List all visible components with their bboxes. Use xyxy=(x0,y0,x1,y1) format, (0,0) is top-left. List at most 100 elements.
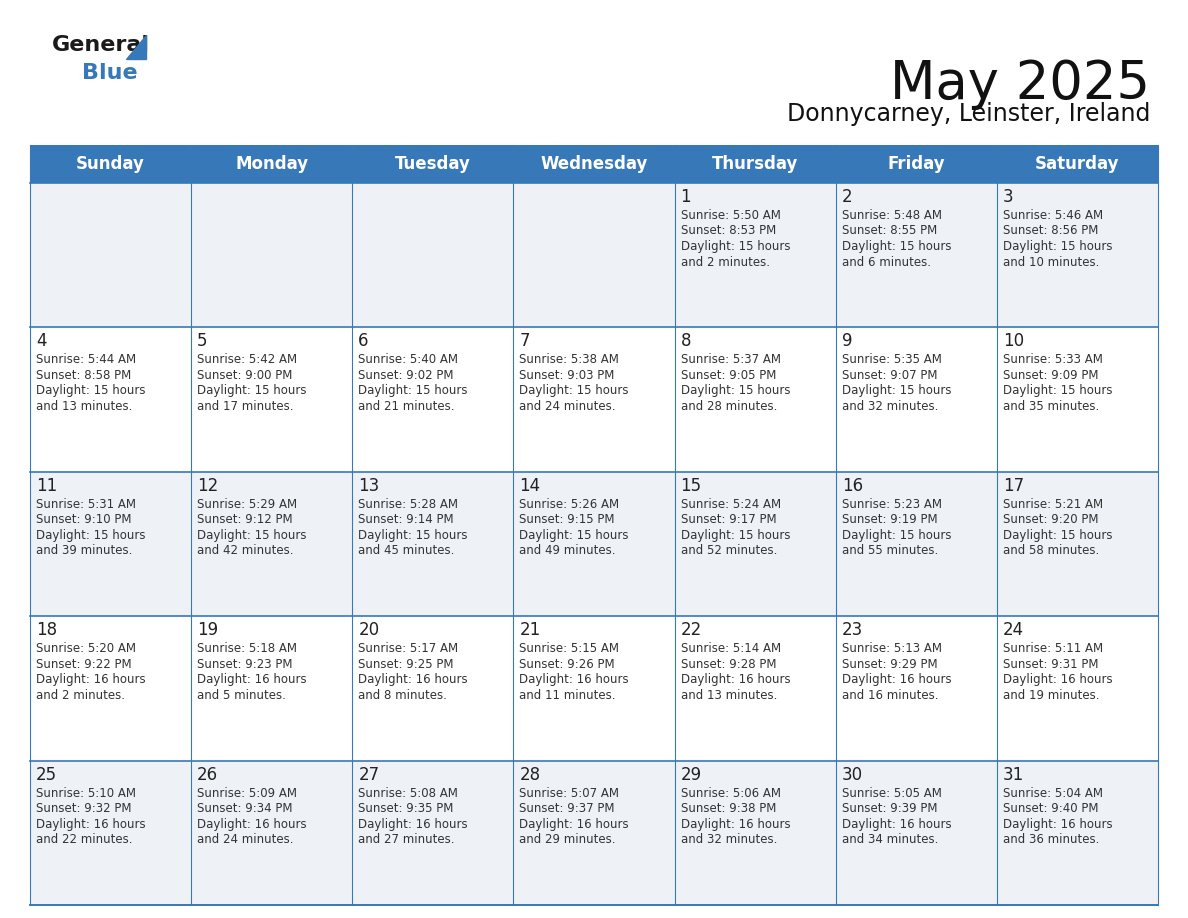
Text: Sunrise: 5:24 AM: Sunrise: 5:24 AM xyxy=(681,498,781,510)
Text: 19: 19 xyxy=(197,621,219,639)
Text: Sunset: 9:15 PM: Sunset: 9:15 PM xyxy=(519,513,615,526)
Text: Sunset: 9:37 PM: Sunset: 9:37 PM xyxy=(519,802,615,815)
Text: Sunset: 9:23 PM: Sunset: 9:23 PM xyxy=(197,657,292,671)
Text: 30: 30 xyxy=(842,766,862,784)
Text: Daylight: 16 hours: Daylight: 16 hours xyxy=(36,818,146,831)
Text: 9: 9 xyxy=(842,332,852,351)
Text: 12: 12 xyxy=(197,476,219,495)
Text: and 5 minutes.: and 5 minutes. xyxy=(197,688,286,701)
Text: Sunset: 9:17 PM: Sunset: 9:17 PM xyxy=(681,513,776,526)
Text: 11: 11 xyxy=(36,476,57,495)
Text: and 32 minutes.: and 32 minutes. xyxy=(681,834,777,846)
Text: Sunset: 8:55 PM: Sunset: 8:55 PM xyxy=(842,225,937,238)
Text: Sunrise: 5:42 AM: Sunrise: 5:42 AM xyxy=(197,353,297,366)
Bar xyxy=(30,145,1158,183)
Text: Friday: Friday xyxy=(887,155,946,173)
Text: Daylight: 15 hours: Daylight: 15 hours xyxy=(681,529,790,542)
Text: Sunrise: 5:28 AM: Sunrise: 5:28 AM xyxy=(359,498,459,510)
Text: Sunrise: 5:04 AM: Sunrise: 5:04 AM xyxy=(1003,787,1102,800)
Text: and 22 minutes.: and 22 minutes. xyxy=(36,834,133,846)
Text: Sunrise: 5:46 AM: Sunrise: 5:46 AM xyxy=(1003,209,1102,222)
Text: Sunset: 8:53 PM: Sunset: 8:53 PM xyxy=(681,225,776,238)
Text: Sunset: 9:12 PM: Sunset: 9:12 PM xyxy=(197,513,292,526)
Text: and 10 minutes.: and 10 minutes. xyxy=(1003,255,1099,268)
Text: Daylight: 15 hours: Daylight: 15 hours xyxy=(197,385,307,397)
Text: and 36 minutes.: and 36 minutes. xyxy=(1003,834,1099,846)
Text: Daylight: 15 hours: Daylight: 15 hours xyxy=(842,385,952,397)
Text: Sunrise: 5:38 AM: Sunrise: 5:38 AM xyxy=(519,353,619,366)
Text: 6: 6 xyxy=(359,332,368,351)
Text: Blue: Blue xyxy=(82,63,138,83)
Text: Daylight: 16 hours: Daylight: 16 hours xyxy=(1003,818,1112,831)
Text: General: General xyxy=(52,35,150,55)
Text: Daylight: 15 hours: Daylight: 15 hours xyxy=(842,529,952,542)
Text: 2: 2 xyxy=(842,188,852,206)
Text: Daylight: 15 hours: Daylight: 15 hours xyxy=(197,529,307,542)
Text: and 24 minutes.: and 24 minutes. xyxy=(197,834,293,846)
Text: and 19 minutes.: and 19 minutes. xyxy=(1003,688,1099,701)
Text: Sunset: 9:31 PM: Sunset: 9:31 PM xyxy=(1003,657,1099,671)
Text: Sunset: 9:19 PM: Sunset: 9:19 PM xyxy=(842,513,937,526)
Text: and 6 minutes.: and 6 minutes. xyxy=(842,255,930,268)
Text: Sunset: 9:32 PM: Sunset: 9:32 PM xyxy=(36,802,132,815)
Text: Sunset: 8:58 PM: Sunset: 8:58 PM xyxy=(36,369,131,382)
Text: Daylight: 16 hours: Daylight: 16 hours xyxy=(519,818,630,831)
Text: Sunset: 9:07 PM: Sunset: 9:07 PM xyxy=(842,369,937,382)
Text: Thursday: Thursday xyxy=(712,155,798,173)
Text: Daylight: 16 hours: Daylight: 16 hours xyxy=(519,673,630,686)
Text: Daylight: 15 hours: Daylight: 15 hours xyxy=(1003,529,1112,542)
Text: and 45 minutes.: and 45 minutes. xyxy=(359,544,455,557)
Text: Sunset: 9:02 PM: Sunset: 9:02 PM xyxy=(359,369,454,382)
Text: Sunrise: 5:40 AM: Sunrise: 5:40 AM xyxy=(359,353,459,366)
Text: 27: 27 xyxy=(359,766,379,784)
Text: Sunset: 9:38 PM: Sunset: 9:38 PM xyxy=(681,802,776,815)
Text: Daylight: 15 hours: Daylight: 15 hours xyxy=(681,240,790,253)
Text: Sunset: 9:09 PM: Sunset: 9:09 PM xyxy=(1003,369,1099,382)
Text: Sunrise: 5:35 AM: Sunrise: 5:35 AM xyxy=(842,353,942,366)
Text: and 29 minutes.: and 29 minutes. xyxy=(519,834,615,846)
Text: 20: 20 xyxy=(359,621,379,639)
Text: Daylight: 16 hours: Daylight: 16 hours xyxy=(681,673,790,686)
Text: Daylight: 16 hours: Daylight: 16 hours xyxy=(842,673,952,686)
Text: Daylight: 15 hours: Daylight: 15 hours xyxy=(681,385,790,397)
Text: and 24 minutes.: and 24 minutes. xyxy=(519,400,615,413)
Text: Sunrise: 5:18 AM: Sunrise: 5:18 AM xyxy=(197,643,297,655)
Text: Sunrise: 5:13 AM: Sunrise: 5:13 AM xyxy=(842,643,942,655)
Text: and 35 minutes.: and 35 minutes. xyxy=(1003,400,1099,413)
Text: Sunrise: 5:26 AM: Sunrise: 5:26 AM xyxy=(519,498,620,510)
Text: and 42 minutes.: and 42 minutes. xyxy=(197,544,293,557)
Text: Sunrise: 5:10 AM: Sunrise: 5:10 AM xyxy=(36,787,135,800)
Text: Sunrise: 5:08 AM: Sunrise: 5:08 AM xyxy=(359,787,459,800)
Bar xyxy=(30,472,1158,616)
Text: 7: 7 xyxy=(519,332,530,351)
Text: Monday: Monday xyxy=(235,155,308,173)
Text: Sunrise: 5:33 AM: Sunrise: 5:33 AM xyxy=(1003,353,1102,366)
Text: Sunrise: 5:11 AM: Sunrise: 5:11 AM xyxy=(1003,643,1102,655)
Text: 28: 28 xyxy=(519,766,541,784)
Text: Sunset: 9:20 PM: Sunset: 9:20 PM xyxy=(1003,513,1099,526)
Text: May 2025: May 2025 xyxy=(890,58,1150,110)
Text: Sunrise: 5:37 AM: Sunrise: 5:37 AM xyxy=(681,353,781,366)
Text: and 32 minutes.: and 32 minutes. xyxy=(842,400,939,413)
Text: Sunset: 9:03 PM: Sunset: 9:03 PM xyxy=(519,369,615,382)
Text: Sunrise: 5:06 AM: Sunrise: 5:06 AM xyxy=(681,787,781,800)
Text: Sunrise: 5:29 AM: Sunrise: 5:29 AM xyxy=(197,498,297,510)
Text: 13: 13 xyxy=(359,476,379,495)
Text: and 52 minutes.: and 52 minutes. xyxy=(681,544,777,557)
Text: and 39 minutes.: and 39 minutes. xyxy=(36,544,132,557)
Bar xyxy=(30,616,1158,761)
Text: 15: 15 xyxy=(681,476,702,495)
Text: Daylight: 16 hours: Daylight: 16 hours xyxy=(1003,673,1112,686)
Bar xyxy=(30,328,1158,472)
Text: Saturday: Saturday xyxy=(1035,155,1119,173)
Text: Tuesday: Tuesday xyxy=(394,155,470,173)
Text: 10: 10 xyxy=(1003,332,1024,351)
Text: 23: 23 xyxy=(842,621,862,639)
Text: Sunrise: 5:50 AM: Sunrise: 5:50 AM xyxy=(681,209,781,222)
Text: Sunset: 9:28 PM: Sunset: 9:28 PM xyxy=(681,657,776,671)
Text: and 21 minutes.: and 21 minutes. xyxy=(359,400,455,413)
Bar xyxy=(30,183,1158,328)
Text: and 8 minutes.: and 8 minutes. xyxy=(359,688,447,701)
Text: Sunrise: 5:17 AM: Sunrise: 5:17 AM xyxy=(359,643,459,655)
Polygon shape xyxy=(126,35,146,59)
